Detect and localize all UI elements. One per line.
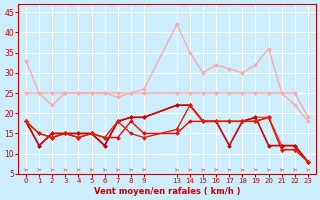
X-axis label: Vent moyen/en rafales ( km/h ): Vent moyen/en rafales ( km/h ) — [94, 187, 240, 196]
